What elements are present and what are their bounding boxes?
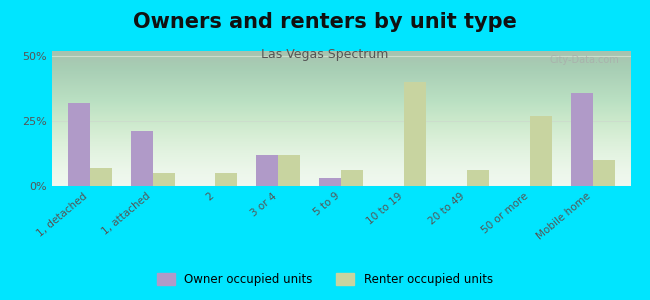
Bar [571, 92, 593, 186]
Bar [530, 116, 552, 186]
Bar [68, 103, 90, 186]
Bar [404, 82, 426, 186]
Bar [256, 155, 278, 186]
Bar [131, 131, 153, 186]
Bar [593, 160, 615, 186]
Text: Owners and renters by unit type: Owners and renters by unit type [133, 12, 517, 32]
Bar [153, 173, 175, 186]
Bar [216, 173, 237, 186]
Text: City-Data.com: City-Data.com [549, 55, 619, 65]
Bar [467, 170, 489, 186]
Bar [341, 170, 363, 186]
Legend: Owner occupied units, Renter occupied units: Owner occupied units, Renter occupied un… [153, 268, 497, 291]
Bar [319, 178, 341, 186]
Bar [278, 155, 300, 186]
Bar [90, 168, 112, 186]
Text: Las Vegas Spectrum: Las Vegas Spectrum [261, 48, 389, 61]
